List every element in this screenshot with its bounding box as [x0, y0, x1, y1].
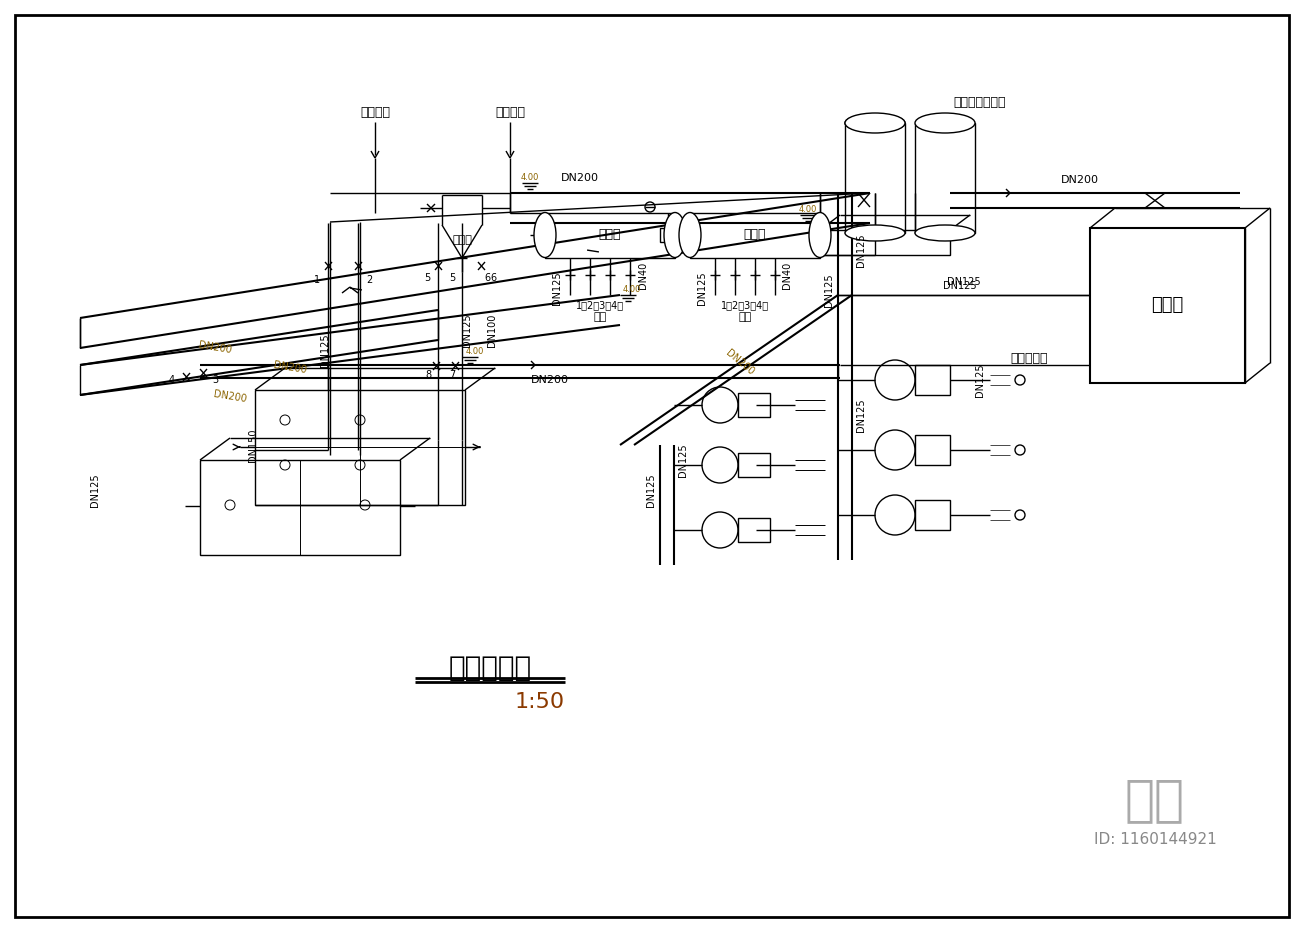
Text: DN125: DN125	[947, 277, 981, 287]
Text: 1: 1	[314, 275, 319, 285]
Bar	[690, 213, 820, 258]
Text: 4.00: 4.00	[799, 205, 818, 214]
Text: 集水器: 集水器	[743, 228, 767, 241]
Text: 1区2区3区4区: 1区2区3区4区	[576, 300, 625, 310]
Text: DN40: DN40	[638, 261, 648, 289]
Bar	[1090, 228, 1245, 383]
Text: 回水: 回水	[738, 312, 751, 322]
Text: 磁力除垢仪: 磁力除垢仪	[1011, 351, 1047, 364]
Bar	[545, 213, 675, 258]
Text: 接供水井: 接供水井	[496, 106, 526, 119]
Ellipse shape	[915, 113, 975, 133]
Text: DN125: DN125	[552, 271, 562, 305]
Text: DN125: DN125	[975, 363, 985, 397]
Text: 机房系统图: 机房系统图	[449, 654, 532, 682]
Text: DN200: DN200	[1061, 175, 1099, 185]
Text: 5: 5	[424, 273, 430, 283]
Bar	[200, 460, 400, 555]
Ellipse shape	[845, 225, 905, 241]
Text: 4.00: 4.00	[623, 285, 642, 295]
Text: 水处理净化设备: 水处理净化设备	[953, 97, 1007, 109]
Text: DN200: DN200	[198, 340, 232, 356]
Text: 供水: 供水	[593, 312, 606, 322]
Text: 3: 3	[213, 375, 218, 385]
Ellipse shape	[664, 212, 686, 257]
Text: 分水器: 分水器	[599, 228, 621, 241]
Text: DN125: DN125	[824, 273, 835, 307]
Bar	[915, 500, 951, 530]
Text: DN200: DN200	[561, 173, 599, 183]
Text: DN40: DN40	[782, 261, 792, 289]
Bar	[845, 123, 905, 233]
Bar	[660, 228, 675, 242]
Ellipse shape	[808, 212, 831, 257]
Ellipse shape	[845, 114, 905, 132]
Bar	[738, 453, 769, 477]
Ellipse shape	[915, 225, 975, 241]
Text: DN125: DN125	[698, 271, 707, 305]
Bar	[256, 390, 466, 505]
Text: DN125: DN125	[319, 333, 330, 367]
Text: DN125: DN125	[855, 233, 866, 267]
Text: DN200: DN200	[273, 361, 308, 376]
Text: 8: 8	[426, 370, 432, 380]
Text: 7: 7	[449, 370, 455, 380]
Text: DN125: DN125	[462, 313, 472, 347]
Text: 6: 6	[490, 273, 496, 283]
Bar	[915, 365, 951, 395]
Text: 知末: 知末	[1125, 776, 1185, 824]
Text: 4.00: 4.00	[466, 348, 484, 357]
Text: DN125: DN125	[855, 398, 866, 432]
Text: 1:50: 1:50	[515, 692, 565, 712]
Bar	[738, 518, 769, 542]
Ellipse shape	[845, 113, 905, 133]
Text: 除砂器: 除砂器	[452, 235, 472, 245]
Text: 6: 6	[484, 273, 490, 283]
Text: DN200: DN200	[531, 375, 569, 385]
Bar	[820, 230, 951, 255]
Text: 4: 4	[170, 375, 175, 385]
Ellipse shape	[679, 212, 702, 257]
Text: DN125: DN125	[943, 281, 977, 291]
Bar	[915, 123, 975, 233]
Text: 接回水井: 接回水井	[360, 106, 390, 119]
Bar	[915, 435, 951, 465]
Text: DN100: DN100	[486, 313, 497, 347]
Text: DN150: DN150	[248, 428, 258, 461]
Text: DN125: DN125	[645, 473, 656, 507]
Text: DN200: DN200	[724, 348, 756, 377]
Ellipse shape	[535, 212, 556, 257]
Text: DN200: DN200	[213, 390, 248, 404]
Text: DN125: DN125	[90, 473, 100, 507]
Text: 补水箱: 补水箱	[1151, 296, 1183, 314]
Text: 2: 2	[366, 275, 372, 285]
Text: ID: 1160144921: ID: 1160144921	[1094, 832, 1217, 847]
Text: 4.00: 4.00	[520, 173, 539, 183]
Text: 1区2区3区4区: 1区2区3区4区	[721, 300, 769, 310]
Bar	[738, 393, 769, 417]
Text: DN125: DN125	[678, 444, 689, 477]
Text: 5: 5	[449, 273, 455, 283]
